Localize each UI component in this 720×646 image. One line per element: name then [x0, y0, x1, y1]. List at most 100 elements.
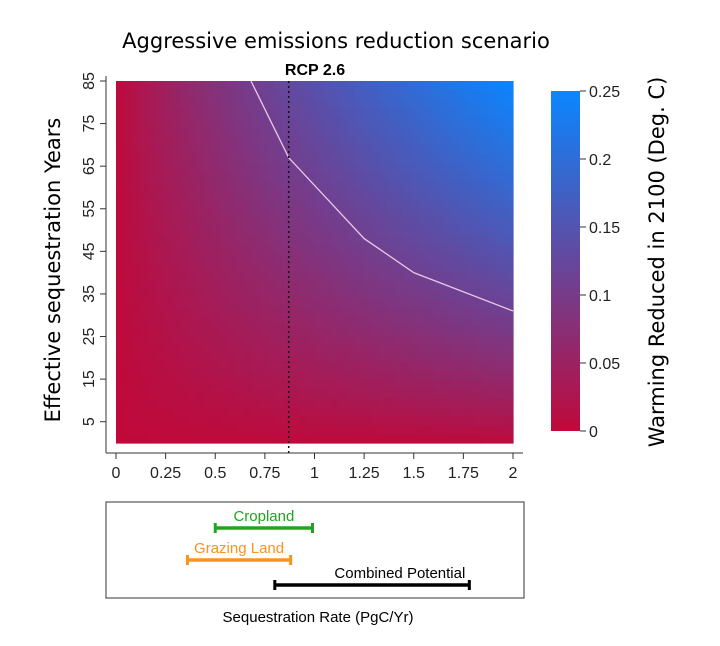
- heatmap-cell: [282, 108, 292, 118]
- heatmap-cell: [147, 108, 157, 118]
- heatmap-cell: [378, 198, 387, 209]
- heatmap-cell: [274, 334, 284, 345]
- heatmap-cell: [473, 262, 482, 272]
- heatmap-cell: [139, 252, 149, 263]
- heatmap-cell: [370, 144, 379, 154]
- heatmap-cell: [266, 81, 276, 91]
- heatmap-cell: [203, 298, 212, 308]
- heatmap-cell: [219, 397, 228, 408]
- heatmap-cell: [338, 262, 347, 272]
- heatmap-cell: [441, 117, 451, 127]
- heatmap-cell: [298, 415, 308, 426]
- heatmap-cell: [187, 180, 196, 191]
- heatmap-cell: [179, 415, 189, 426]
- heatmap-cell: [481, 90, 490, 100]
- heatmap-cell: [378, 135, 387, 145]
- axes: 0 0.25 0.5 0.75 1 1.25 1.5 1.75 2515253545556575…: [81, 72, 523, 482]
- heatmap-cell: [243, 90, 252, 100]
- heatmap-cell: [465, 243, 474, 254]
- heatmap-cell: [195, 126, 204, 136]
- heatmap-cell: [441, 189, 451, 200]
- heatmap-cell: [243, 162, 252, 173]
- heatmap-cell: [195, 388, 204, 399]
- heatmap-cell: [449, 162, 459, 173]
- heatmap-cell: [385, 108, 395, 118]
- heatmap-cell: [465, 379, 474, 390]
- heatmap-cell: [338, 108, 347, 118]
- heatmap-cell: [457, 280, 466, 290]
- heatmap-cell: [322, 352, 331, 363]
- heatmap-cell: [465, 262, 474, 272]
- heatmap-cell: [123, 252, 133, 263]
- heatmap-cell: [282, 144, 292, 154]
- heatmap-cell: [346, 225, 355, 236]
- heatmap-cell: [433, 343, 443, 354]
- heatmap-cell: [481, 171, 490, 182]
- heatmap-cell: [401, 289, 411, 299]
- heatmap-cell: [258, 415, 268, 426]
- heatmap-cell: [187, 343, 196, 354]
- heatmap-cell: [219, 117, 228, 127]
- heatmap-cell: [306, 406, 316, 417]
- heatmap-cell: [171, 379, 181, 390]
- heatmap-cell: [393, 343, 403, 354]
- heatmap-cell: [393, 189, 403, 200]
- heatmap-cell: [179, 144, 189, 154]
- heatmap-cell: [306, 298, 316, 308]
- heatmap-cell: [306, 271, 316, 281]
- x-tick-label: 2: [509, 465, 518, 482]
- heatmap-cell: [322, 325, 331, 335]
- heatmap-cell: [171, 252, 181, 263]
- heatmap-cell: [489, 153, 498, 164]
- heatmap-cell: [116, 108, 125, 118]
- heatmap-cell: [417, 406, 427, 417]
- heatmap-cell: [179, 280, 189, 290]
- heatmap-cell: [449, 379, 459, 390]
- heatmap-cell: [123, 379, 133, 390]
- heatmap-cell: [266, 171, 276, 182]
- heatmap-cell: [330, 388, 339, 399]
- heatmap-cell: [235, 415, 244, 426]
- heatmap-cell: [401, 388, 411, 399]
- heatmap-cell: [139, 144, 149, 154]
- heatmap-cell: [131, 162, 141, 173]
- heatmap-cell: [219, 153, 228, 164]
- heatmap-cell: [322, 252, 331, 263]
- heatmap-cell: [171, 108, 181, 118]
- heatmap-cell: [473, 234, 482, 245]
- heatmap-cell: [282, 252, 292, 263]
- heatmap-cell: [116, 289, 125, 299]
- heatmap-cell: [203, 135, 212, 145]
- heatmap-cell: [235, 252, 244, 263]
- chart-subtitle: RCP 2.6: [285, 62, 345, 79]
- heatmap-cell: [314, 252, 324, 263]
- heatmap-cell: [441, 271, 451, 281]
- heatmap-cell: [258, 352, 268, 363]
- heatmap-cell: [227, 243, 236, 254]
- heatmap-cell: [409, 424, 419, 435]
- heatmap-cell: [195, 81, 204, 91]
- heatmap-cell: [489, 316, 498, 326]
- heatmap-cell: [187, 388, 196, 399]
- heatmap-cell: [163, 243, 173, 254]
- heatmap-cell: [131, 397, 141, 408]
- heatmap-cell: [290, 415, 300, 426]
- heatmap-cell: [481, 352, 490, 363]
- heatmap-cell: [433, 198, 443, 209]
- heatmap-cell: [219, 352, 228, 363]
- heatmap-cell: [282, 280, 292, 290]
- heatmap-cell: [314, 406, 324, 417]
- heatmap-cell: [417, 90, 427, 100]
- heatmap-cell: [393, 108, 403, 118]
- heatmap-cell: [393, 352, 403, 363]
- heatmap-cell: [409, 262, 419, 272]
- heatmap-cell: [211, 225, 220, 236]
- heatmap-cell: [473, 180, 482, 191]
- heatmap-cell: [346, 388, 355, 399]
- heatmap-cell: [330, 162, 339, 173]
- heatmap-cell: [179, 379, 189, 390]
- heatmap-cell: [298, 99, 308, 109]
- heatmap-cell: [505, 153, 514, 164]
- heatmap-cell: [497, 144, 506, 154]
- heatmap-cell: [354, 334, 363, 345]
